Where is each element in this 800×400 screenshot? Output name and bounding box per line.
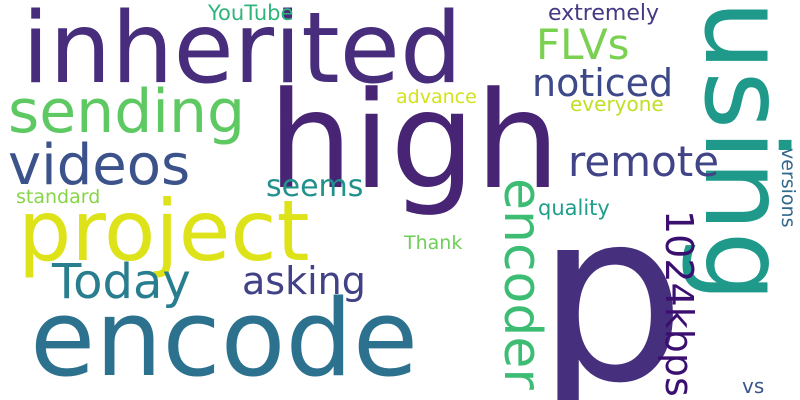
- word-versions: versions: [777, 148, 799, 228]
- word-high: high: [268, 63, 561, 219]
- word-flvs: FLVs: [536, 20, 630, 69]
- word-standard: standard: [16, 186, 101, 208]
- word-seems: seems: [266, 169, 364, 204]
- word-sending: sending: [8, 77, 246, 147]
- word-today: Today: [52, 254, 191, 310]
- word-remote: remote: [568, 137, 720, 186]
- word-1024kbps: 1024kbps: [657, 210, 701, 397]
- word-advance: advance: [396, 86, 477, 108]
- word-p: p: [536, 160, 686, 400]
- word-vs: vs: [742, 374, 765, 398]
- word-extremely: extremely: [548, 1, 659, 26]
- word-quality: quality: [538, 196, 610, 220]
- word-asking: asking: [242, 259, 366, 303]
- word-thank: Thank: [404, 232, 463, 254]
- word-youtube: YouTube: [208, 1, 294, 25]
- word-inherited: inherited: [22, 0, 463, 106]
- word-encode: encode: [30, 277, 419, 400]
- word-videos: videos: [8, 133, 191, 198]
- word-noticed: noticed: [532, 61, 674, 105]
- word-everyone: everyone: [570, 92, 664, 116]
- word-project: project: [18, 182, 310, 280]
